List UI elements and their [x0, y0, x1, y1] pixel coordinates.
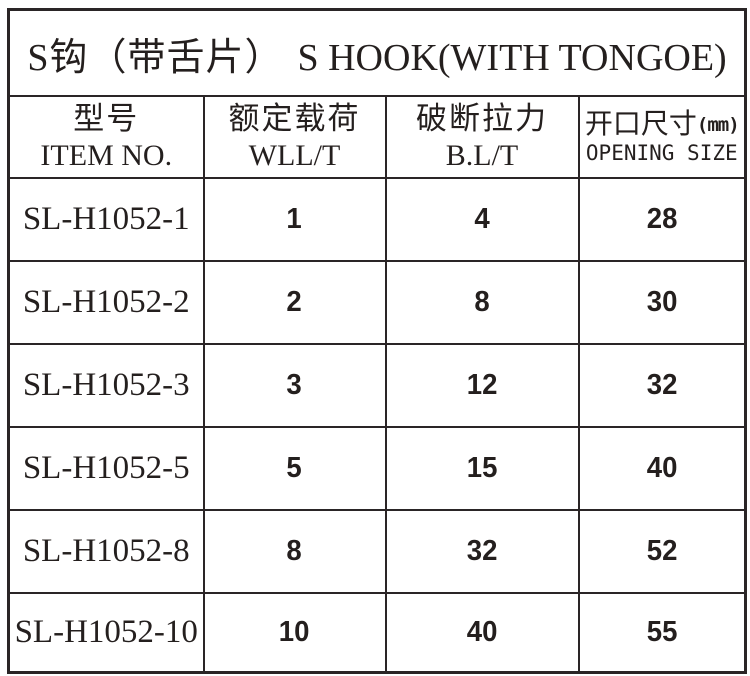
wll-value: 8 [286, 535, 303, 567]
bl-value: 8 [474, 286, 490, 318]
item-no-cell: SL-H1052-1 [7, 177, 205, 262]
table-title-en: S HOOK(WITH TONGOE) [297, 36, 727, 79]
table-title-cell: S钩（带舌片） S HOOK(WITH TONGOE) [7, 8, 747, 97]
bl-cell: 15 [384, 426, 580, 511]
table-title-zh: S钩（带舌片） [27, 36, 284, 79]
opening-cell: 55 [577, 592, 747, 674]
table-row: SL-H1052-10 10 40 55 [7, 592, 747, 674]
header-opening-size-en: OPENING SIZE [585, 141, 738, 166]
header-item-no-zh: 型号 [73, 101, 140, 137]
spec-table: S钩（带舌片） S HOOK(WITH TONGOE) 型号 ITEM NO. 额… [7, 8, 748, 674]
table-title-row: S钩（带舌片） S HOOK(WITH TONGOE) [7, 8, 747, 97]
table-row: SL-H1052-2 2 8 30 [7, 260, 747, 345]
header-item-no: 型号 ITEM NO. [7, 95, 205, 179]
wll-value: 2 [286, 286, 303, 318]
opening-cell: 52 [577, 509, 747, 594]
bl-value: 12 [466, 369, 498, 401]
table-row: SL-H1052-3 3 12 32 [7, 343, 747, 428]
opening-value: 40 [646, 452, 678, 484]
wll-cell: 3 [202, 343, 387, 428]
table-row: SL-H1052-8 8 32 52 [7, 509, 747, 594]
wll-cell: 1 [202, 177, 387, 262]
bl-value: 4 [474, 203, 490, 235]
bl-cell: 40 [384, 592, 580, 674]
wll-cell: 8 [202, 509, 387, 594]
header-bl: 破断拉力 B.L/T [384, 95, 580, 179]
header-wll-en: WLL/T [248, 138, 341, 172]
wll-value: 5 [286, 452, 303, 484]
header-bl-zh: 破断拉力 [416, 101, 548, 137]
spec-table-container: S钩（带舌片） S HOOK(WITH TONGOE) 型号 ITEM NO. 额… [7, 8, 748, 674]
bl-cell: 32 [384, 509, 580, 594]
opening-value: 30 [646, 286, 678, 318]
header-opening-size-zh: 开口尺寸 [584, 109, 697, 141]
item-no-cell: SL-H1052-5 [7, 426, 205, 511]
opening-value: 28 [646, 203, 678, 235]
bl-value: 15 [466, 452, 498, 484]
bl-value: 40 [466, 616, 498, 648]
bl-value: 32 [466, 535, 498, 567]
header-opening-size-zh-line: 开口尺寸(mm) [581, 108, 744, 141]
header-opening-size-unit: (mm) [696, 114, 740, 137]
item-no-cell: SL-H1052-2 [7, 260, 205, 345]
header-wll-zh: 额定载荷 [228, 101, 361, 137]
item-no-cell: SL-H1052-3 [7, 343, 205, 428]
wll-cell: 2 [202, 260, 387, 345]
bl-cell: 4 [384, 177, 580, 262]
table-row: SL-H1052-5 5 15 40 [7, 426, 747, 511]
wll-cell: 10 [202, 592, 387, 674]
wll-cell: 5 [202, 426, 387, 511]
header-bl-en: B.L/T [445, 138, 519, 172]
header-wll: 额定载荷 WLL/T [202, 95, 387, 179]
header-opening-size: 开口尺寸(mm) OPENING SIZE [577, 95, 747, 179]
opening-cell: 28 [577, 177, 747, 262]
table-row: SL-H1052-1 1 4 28 [7, 177, 747, 262]
opening-cell: 40 [577, 426, 747, 511]
wll-value: 1 [286, 203, 303, 235]
item-no-cell: SL-H1052-8 [7, 509, 205, 594]
header-item-no-en: ITEM NO. [40, 138, 173, 172]
bl-cell: 12 [384, 343, 580, 428]
bl-cell: 8 [384, 260, 580, 345]
opening-value: 55 [646, 616, 678, 648]
opening-value: 52 [646, 535, 678, 567]
opening-cell: 30 [577, 260, 747, 345]
wll-value: 10 [279, 616, 310, 648]
opening-cell: 32 [577, 343, 747, 428]
item-no-cell: SL-H1052-10 [7, 592, 205, 674]
opening-value: 32 [646, 369, 678, 401]
table-header-row: 型号 ITEM NO. 额定载荷 WLL/T 破断拉力 B.L/T 开口尺寸(m… [7, 95, 747, 179]
wll-value: 3 [286, 369, 303, 401]
